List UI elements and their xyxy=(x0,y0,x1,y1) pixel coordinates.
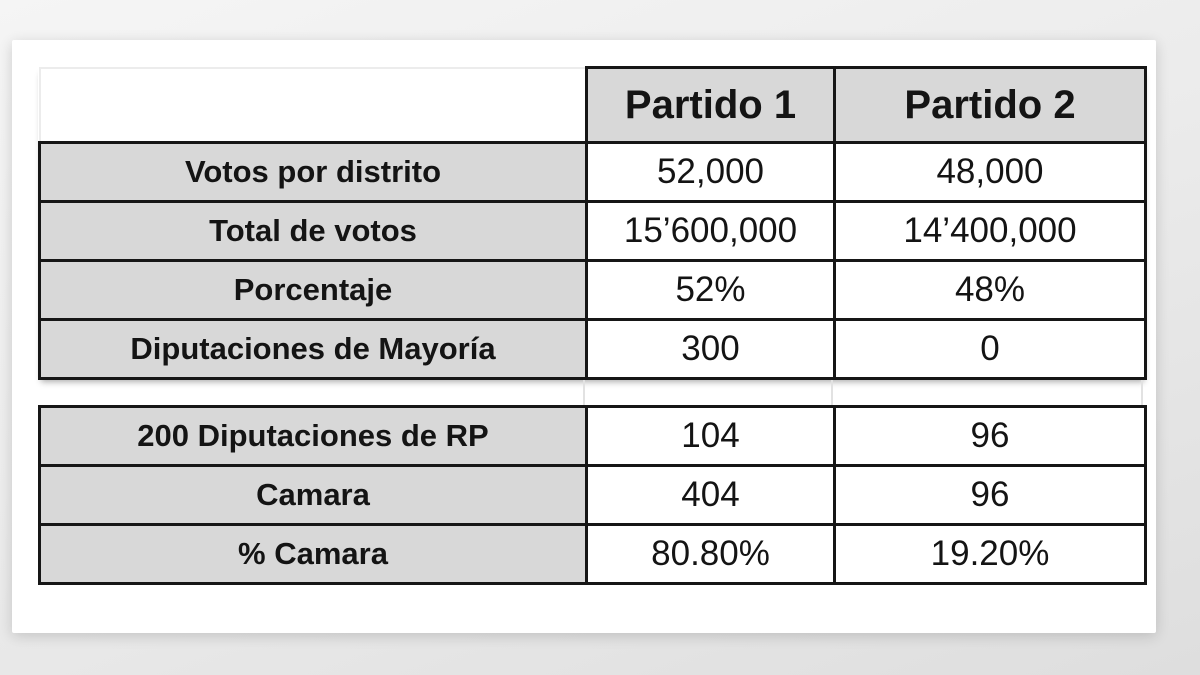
row-label: Camara xyxy=(38,464,588,526)
value-cell: 48,000 xyxy=(833,141,1147,203)
value-cell: 104 xyxy=(585,405,836,467)
value-cell: 96 xyxy=(833,464,1147,526)
results-table: Partido 1 Partido 2 Votos por distrito 5… xyxy=(38,66,1147,585)
value-cell: 19.20% xyxy=(833,523,1147,585)
gap-hairline xyxy=(583,380,585,405)
row-label: Total de votos xyxy=(38,200,588,262)
table-header-row: Partido 1 Partido 2 xyxy=(38,66,1147,144)
slide-card: Partido 1 Partido 2 Votos por distrito 5… xyxy=(12,40,1156,633)
row-label: Diputaciones de Mayoría xyxy=(38,318,588,380)
table-row-pct-camara: % Camara 80.80% 19.20% xyxy=(38,523,1147,585)
gap-hairline xyxy=(1141,380,1143,405)
table-row-200-diputaciones-de-rp: 200 Diputaciones de RP 104 96 xyxy=(38,405,1147,467)
table-row-porcentaje: Porcentaje 52% 48% xyxy=(38,259,1147,321)
row-label: 200 Diputaciones de RP xyxy=(38,405,588,467)
value-cell: 300 xyxy=(585,318,836,380)
value-cell: 0 xyxy=(833,318,1147,380)
value-cell: 52% xyxy=(585,259,836,321)
value-cell: 52,000 xyxy=(585,141,836,203)
value-cell: 48% xyxy=(833,259,1147,321)
value-cell: 15’600,000 xyxy=(585,200,836,262)
section-divider-gap xyxy=(38,380,1144,405)
row-label: % Camara xyxy=(38,523,588,585)
value-cell: 14’400,000 xyxy=(833,200,1147,262)
value-cell: 96 xyxy=(833,405,1147,467)
row-label: Votos por distrito xyxy=(38,141,588,203)
table-row-camara: Camara 404 96 xyxy=(38,464,1147,526)
value-cell: 80.80% xyxy=(585,523,836,585)
column-header-partido-2: Partido 2 xyxy=(833,66,1147,144)
table-section-seats: 200 Diputaciones de RP 104 96 Camara 404… xyxy=(38,405,1147,585)
blank-corner-cell xyxy=(38,66,588,144)
table-row-total-de-votos: Total de votos 15’600,000 14’400,000 xyxy=(38,200,1147,262)
value-cell: 404 xyxy=(585,464,836,526)
table-section-votes: Partido 1 Partido 2 Votos por distrito 5… xyxy=(38,66,1147,380)
column-header-partido-1: Partido 1 xyxy=(585,66,836,144)
gap-hairline xyxy=(831,380,833,405)
row-label: Porcentaje xyxy=(38,259,588,321)
table-row-diputaciones-de-mayoria: Diputaciones de Mayoría 300 0 xyxy=(38,318,1147,380)
table-row-votos-por-distrito: Votos por distrito 52,000 48,000 xyxy=(38,141,1147,203)
